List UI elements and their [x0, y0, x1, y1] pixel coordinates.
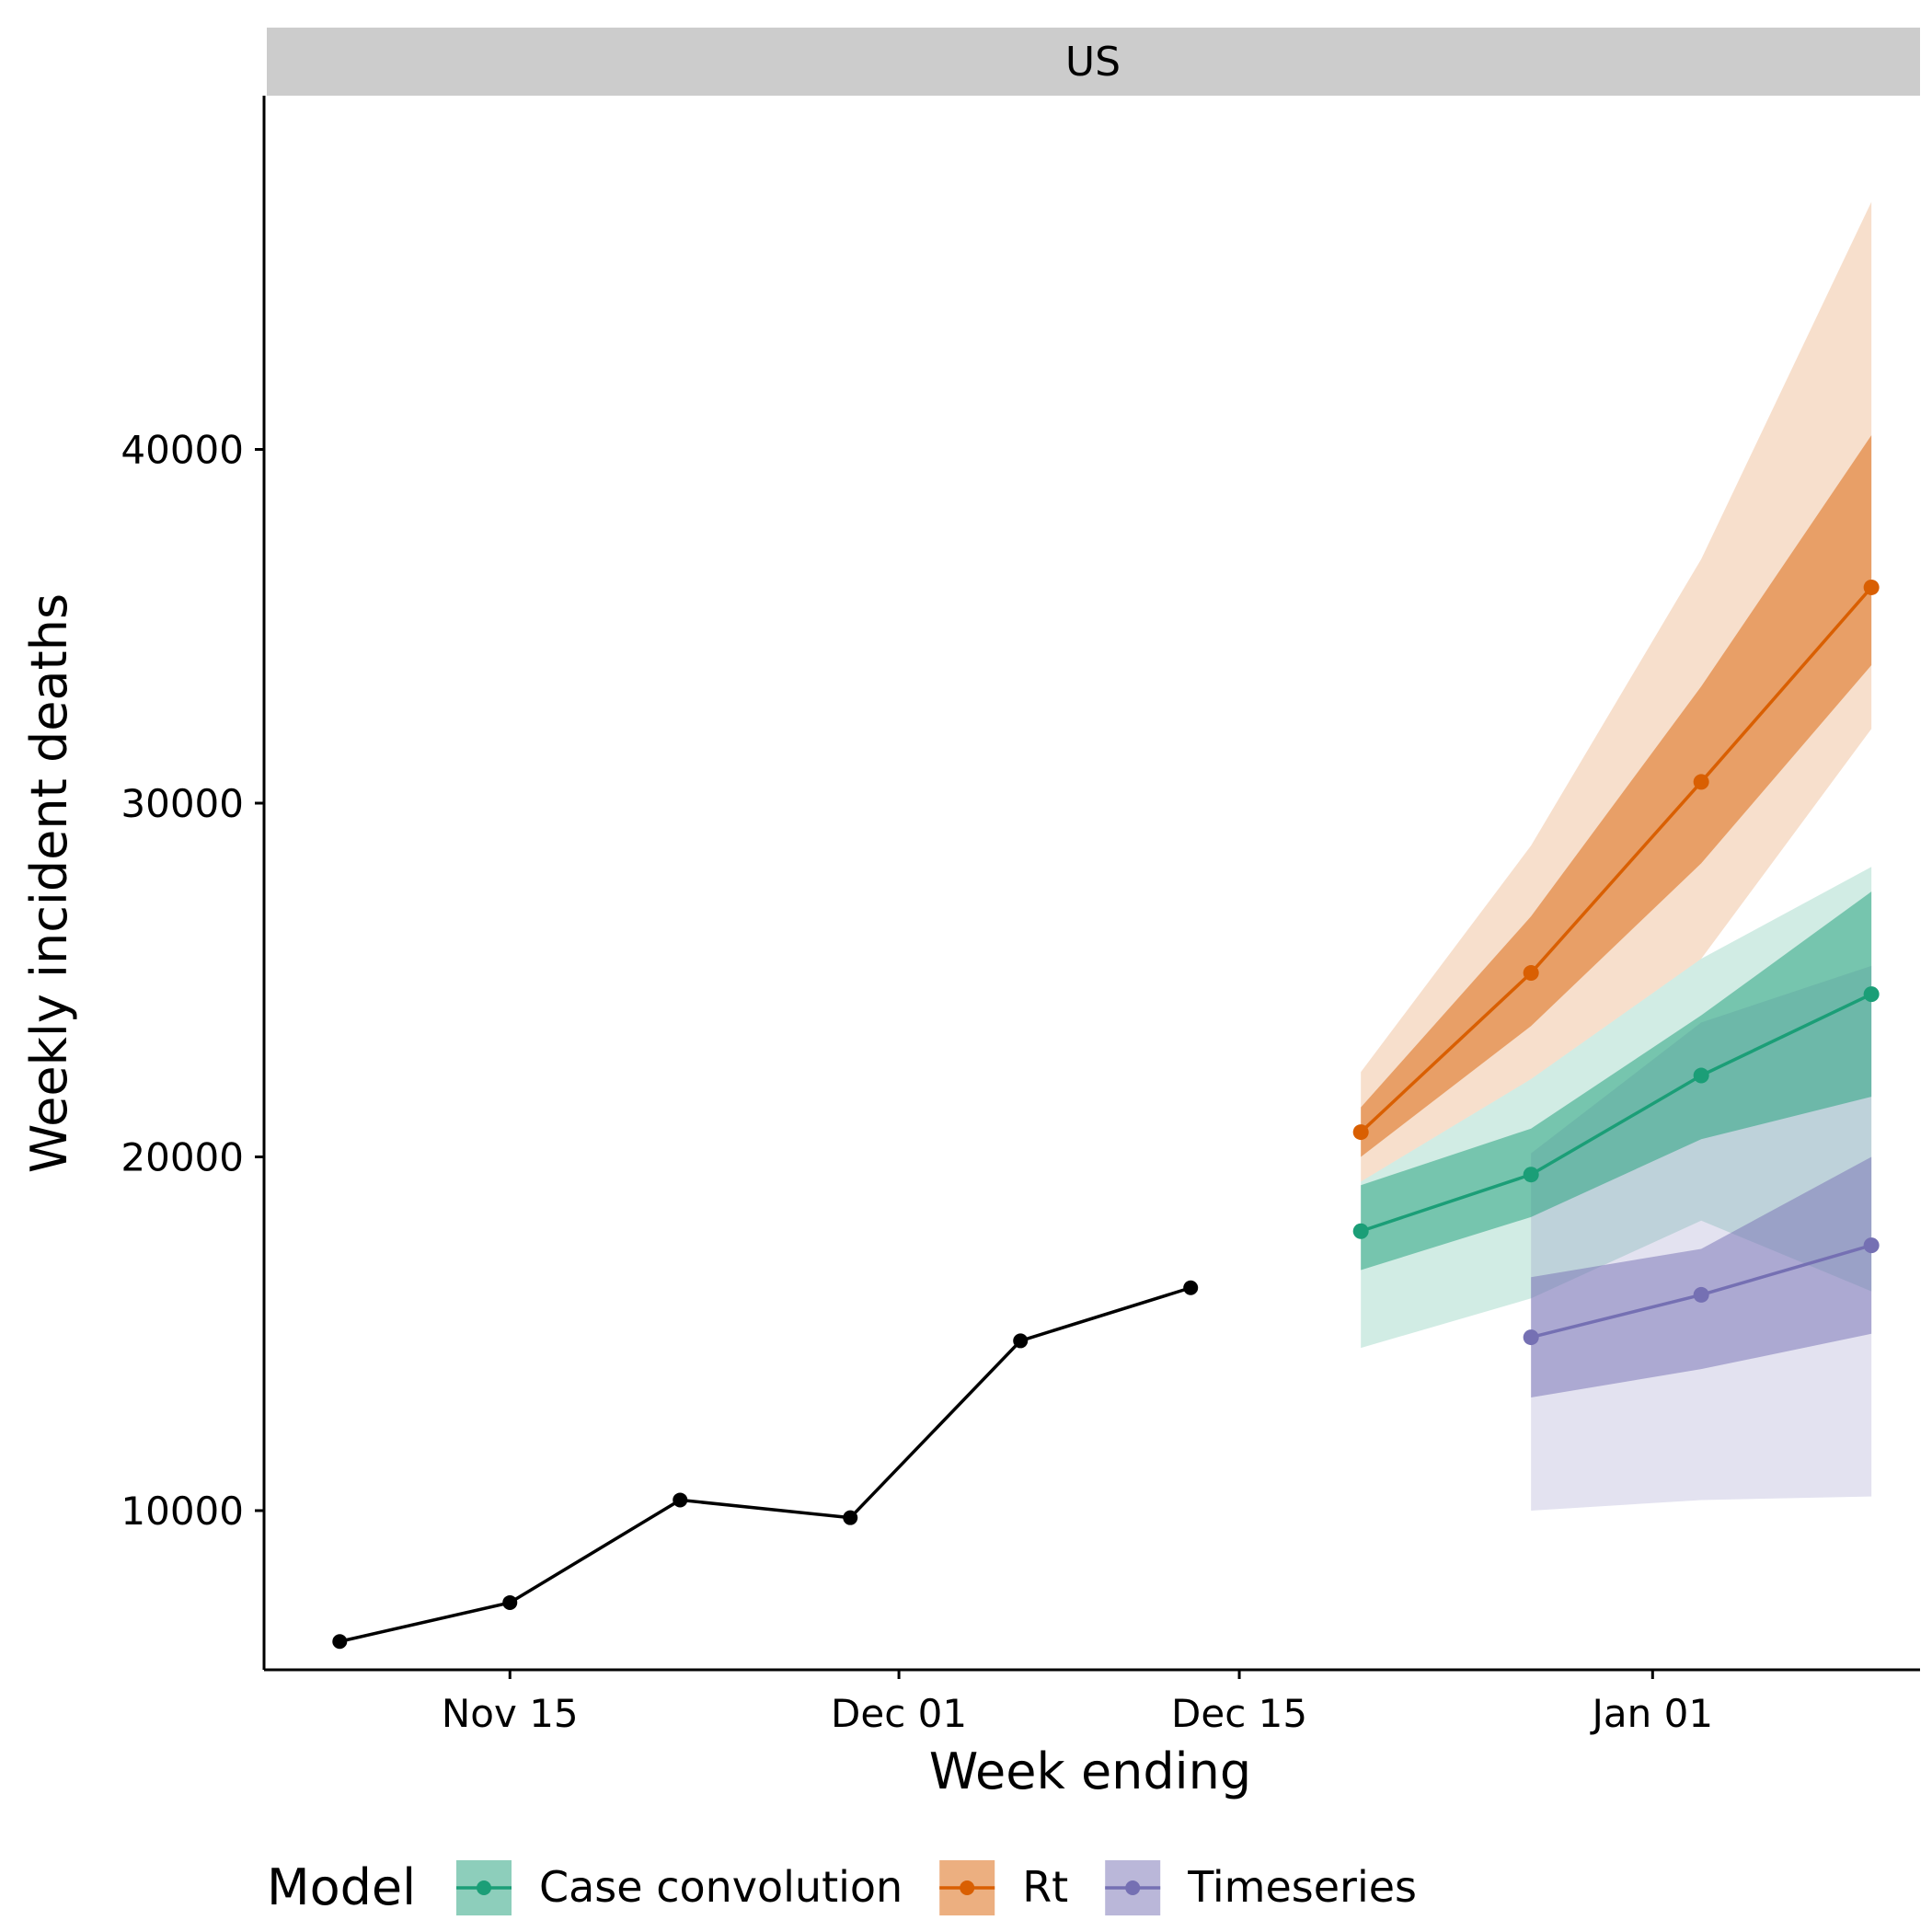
inner-bands [1361, 435, 1872, 1397]
rt-legend-label: Rt [1022, 1862, 1068, 1912]
observed-point-3 [843, 1510, 858, 1525]
rt-outer-band [1361, 201, 1872, 1182]
case-convolution-median-line [1360, 993, 1872, 1233]
rt-point-1 [1523, 965, 1539, 982]
x-tick-label: Jan 01 [1590, 1691, 1714, 1736]
case-convolution-point-3 [1863, 986, 1880, 1003]
x-tick-label: Dec 15 [1171, 1691, 1307, 1736]
observed-point-5 [1183, 1280, 1199, 1295]
facet-strip [267, 28, 1920, 96]
x-tick-label: Dec 01 [831, 1691, 967, 1736]
observed-point-4 [1013, 1333, 1029, 1349]
case-convolution-legend-label: Case convolution [539, 1862, 903, 1912]
x-axis-title: Week ending [929, 1742, 1251, 1800]
x-axis-ticks: Nov 15 Dec 01 Dec 15 Jan 01 [442, 1670, 1713, 1736]
rt-point-0 [1352, 1124, 1369, 1141]
timeseries-legend-label: Timeseries [1187, 1862, 1417, 1912]
case-convolution-point-2 [1693, 1067, 1709, 1084]
y-tick-label: 20000 [121, 1134, 244, 1179]
legend: Model Case convolution Rt Timeseries [267, 1858, 1417, 1916]
rt-point-2 [1693, 774, 1709, 790]
rt-inner-band [1361, 435, 1872, 1157]
timeseries-legend-dot [1125, 1880, 1141, 1895]
legend-title: Model [267, 1858, 416, 1916]
timeseries-inner-band [1531, 1156, 1872, 1397]
observed-point-2 [673, 1492, 688, 1508]
case-convolution-point-0 [1352, 1223, 1369, 1239]
y-tick-label: 40000 [121, 427, 244, 472]
case-convolution-inner-band [1361, 891, 1872, 1271]
observed-line [339, 1286, 1191, 1643]
timeseries-point-2 [1863, 1237, 1880, 1254]
case-convolution-legend-dot [477, 1880, 491, 1895]
y-axis-title: Weekly incident deaths [20, 593, 78, 1173]
case-convolution-point-1 [1523, 1167, 1539, 1183]
facet-label: US [1065, 39, 1121, 86]
x-tick-label: Nov 15 [442, 1691, 579, 1736]
data-points [332, 579, 1880, 1650]
y-tick-label: 10000 [121, 1489, 244, 1534]
timeseries-point-0 [1523, 1329, 1539, 1346]
y-axis-ticks: 10000 20000 30000 40000 [121, 427, 264, 1534]
observed-point-0 [332, 1634, 348, 1650]
observed-point-1 [502, 1594, 518, 1610]
timeseries-point-1 [1693, 1286, 1709, 1303]
y-tick-label: 30000 [121, 781, 244, 826]
rt-median-line [1359, 586, 1873, 1133]
rt-point-3 [1863, 579, 1880, 595]
rt-legend-dot [960, 1880, 975, 1895]
